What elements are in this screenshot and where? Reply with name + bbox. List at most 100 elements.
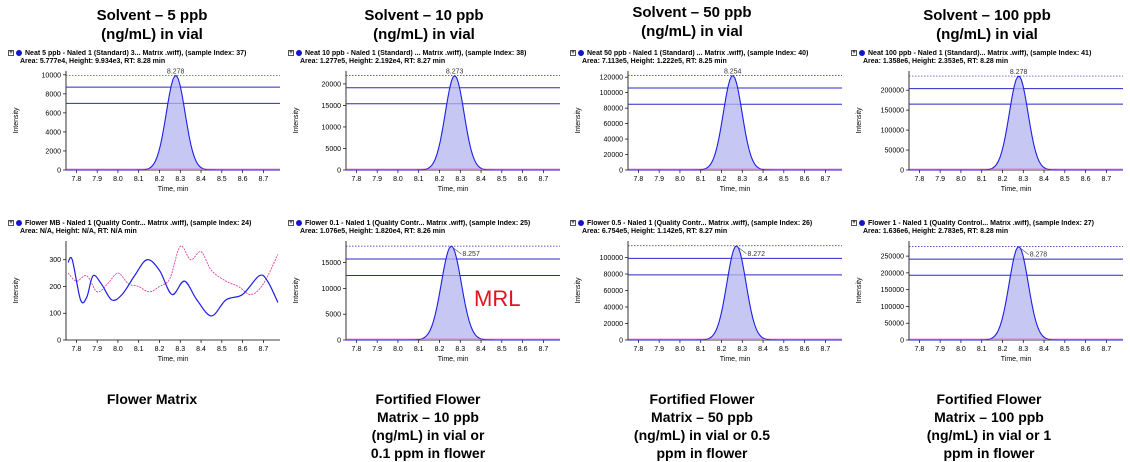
peak-trace <box>66 75 280 171</box>
sample-title: Neat 100 ppb - Naled 1 (Standard)... Mat… <box>868 50 1092 57</box>
expand-icon[interactable]: + <box>851 50 857 57</box>
x-tick-label: 7.8 <box>634 346 644 353</box>
panel-header: + Neat 5 ppb - Naled 1 (Standard) 3... Ma… <box>8 50 288 66</box>
panel-header-line1: + Neat 50 ppb - Naled 1 (Standard) ... Ma… <box>570 50 850 58</box>
y-tick-label: 0 <box>337 338 341 345</box>
y-tick-label: 60000 <box>604 288 624 295</box>
column-footer-3: Fortified Flower Matrix – 100 ppb (ng/mL… <box>869 390 1109 462</box>
x-tick-label: 8.6 <box>800 176 810 183</box>
x-tick-label: 8.3 <box>737 346 747 353</box>
y-tick-label: 10000 <box>322 286 342 293</box>
series-dot-icon <box>296 50 302 57</box>
y-axis-label: Intensity <box>13 107 20 134</box>
panel-header-line1: + Flower 0.5 - Naled 1 (Quality Contr... … <box>570 220 850 228</box>
expand-icon[interactable]: + <box>8 220 14 227</box>
x-tick-label: 8.2 <box>717 176 727 183</box>
panel-header: + Flower MB - Naled 1 (Quality Contr... M… <box>8 220 288 236</box>
x-tick-label: 8.0 <box>675 346 685 353</box>
series-dot-icon <box>16 50 22 57</box>
x-tick-label: 8.7 <box>1102 176 1112 183</box>
x-tick-label: 8.1 <box>977 176 987 183</box>
x-tick-label: 8.7 <box>1102 346 1112 353</box>
x-tick-label: 8.4 <box>196 346 206 353</box>
column-footer-line: Fortified Flower <box>936 391 1042 407</box>
panel-header-line1: + Flower MB - Naled 1 (Quality Contr... M… <box>8 220 288 228</box>
peak-area <box>628 245 842 340</box>
x-tick-label: 8.4 <box>476 176 486 183</box>
noise-trace-pink <box>67 245 279 295</box>
chromatogram-plot: 0 20000 40000 60000 80000 100000 120000 7.8 7.9 8… <box>575 68 842 193</box>
expand-icon[interactable]: + <box>570 50 576 57</box>
x-tick-label: 7.8 <box>634 176 644 183</box>
x-tick-label: 7.8 <box>915 346 925 353</box>
x-axis-label: Time, min <box>438 356 469 363</box>
column-footer-0: Flower Matrix <box>32 390 272 408</box>
x-tick-label: 8.5 <box>217 176 227 183</box>
sample-title: Neat 50 ppb - Naled 1 (Standard) ... Mat… <box>587 50 809 57</box>
x-tick-label: 7.8 <box>915 176 925 183</box>
y-tick-label: 200000 <box>881 270 904 277</box>
x-tick-label: 8.1 <box>696 346 706 353</box>
column-footer-line: (ng/mL) in vial or <box>371 427 485 443</box>
x-axis-label: Time, min <box>1001 186 1032 193</box>
peak-area <box>909 246 1123 340</box>
x-tick-label: 8.1 <box>414 176 424 183</box>
mrl-label: MRL <box>474 286 521 311</box>
peak-area <box>66 75 280 170</box>
expand-icon[interactable]: + <box>288 220 294 227</box>
x-axis-label: Time, min <box>158 186 189 193</box>
peak-trace <box>628 245 842 341</box>
y-tick-label: 80000 <box>604 106 624 113</box>
peak-label: 8.278 <box>1010 69 1028 76</box>
x-tick-label: 8.0 <box>113 346 123 353</box>
chromatogram-plot: 0 100 200 300 7.8 7.9 8.0 8.1 8.2 8.3 8.4 8.5 8.6 8.7… <box>13 241 280 363</box>
column-footer-2: Fortified Flower Matrix – 50 ppb (ng/mL)… <box>582 390 822 462</box>
column-title-line: (ng/mL) in vial <box>101 26 203 43</box>
x-tick-label: 7.9 <box>372 176 382 183</box>
series-dot-icon <box>859 50 865 57</box>
peak-area <box>909 76 1123 170</box>
y-axis-label: Intensity <box>575 107 582 134</box>
x-tick-label: 8.2 <box>998 176 1008 183</box>
y-axis-label: Intensity <box>293 277 300 304</box>
y-axis-label: Intensity <box>856 107 863 134</box>
column-footer-line: (ng/mL) in vial or 0.5 <box>633 427 771 443</box>
peak-stats: Area: 1.636e6, Height: 2.783e5, RT: 8.28… <box>863 228 1009 235</box>
column-footer-line: Matrix – 100 ppb <box>934 409 1044 425</box>
panel-header-line1: + Neat 10 ppb - Naled 1 (Standard) ... Ma… <box>288 50 568 58</box>
peak-stats: Area: N/A, Height: N/A, RT: N/A min <box>20 228 137 235</box>
peak-trace <box>346 74 560 171</box>
expand-icon[interactable]: + <box>288 50 294 57</box>
chromatogram-panel: + Neat 100 ppb - Naled 1 (Standard)... Ma… <box>851 50 1130 195</box>
x-tick-label: 8.1 <box>134 346 144 353</box>
y-tick-label: 4000 <box>45 129 61 136</box>
y-tick-label: 2000 <box>45 148 61 155</box>
x-tick-label: 8.0 <box>393 176 403 183</box>
sample-title: Neat 5 ppb - Naled 1 (Standard) 3... Mat… <box>25 50 247 57</box>
peak-label: 8.254 <box>724 68 742 75</box>
x-tick-label: 7.9 <box>935 346 945 353</box>
x-tick-label: 8.6 <box>1081 346 1091 353</box>
y-tick-label: 150000 <box>881 287 904 294</box>
x-tick-label: 8.6 <box>518 346 528 353</box>
chromatogram-plot: 0 5000 10000 15000 7.8 7.9 8.0 8.1 8.2 8.3 8.4 8.5 8… <box>293 241 560 363</box>
x-tick-label: 8.5 <box>1060 346 1070 353</box>
column-title-2: Solvent – 50 ppb (ng/mL) in vial <box>572 3 812 41</box>
series-dot-icon <box>296 220 302 227</box>
y-tick-label: 15000 <box>322 260 342 267</box>
peak-label: 8.272 <box>747 251 765 258</box>
y-tick-label: 120000 <box>600 75 623 82</box>
y-tick-label: 0 <box>57 168 61 175</box>
expand-icon[interactable]: + <box>8 50 14 57</box>
x-tick-label: 8.3 <box>455 176 465 183</box>
x-tick-label: 8.7 <box>259 176 269 183</box>
x-axis-label: Time, min <box>720 186 751 193</box>
x-tick-label: 8.2 <box>155 346 165 353</box>
expand-icon[interactable]: + <box>851 220 857 227</box>
y-tick-label: 250000 <box>881 254 904 261</box>
panel-header-line1: + Flower 0.1 - Naled 1 (Quality Contr... … <box>288 220 568 228</box>
y-tick-label: 0 <box>337 168 341 175</box>
expand-icon[interactable]: + <box>570 220 576 227</box>
x-tick-label: 7.9 <box>92 176 102 183</box>
chromatogram-plot: 0 5000 10000 15000 20000 7.8 7.9 8.0 8.1 8.2 8.3 8.… <box>293 69 560 193</box>
